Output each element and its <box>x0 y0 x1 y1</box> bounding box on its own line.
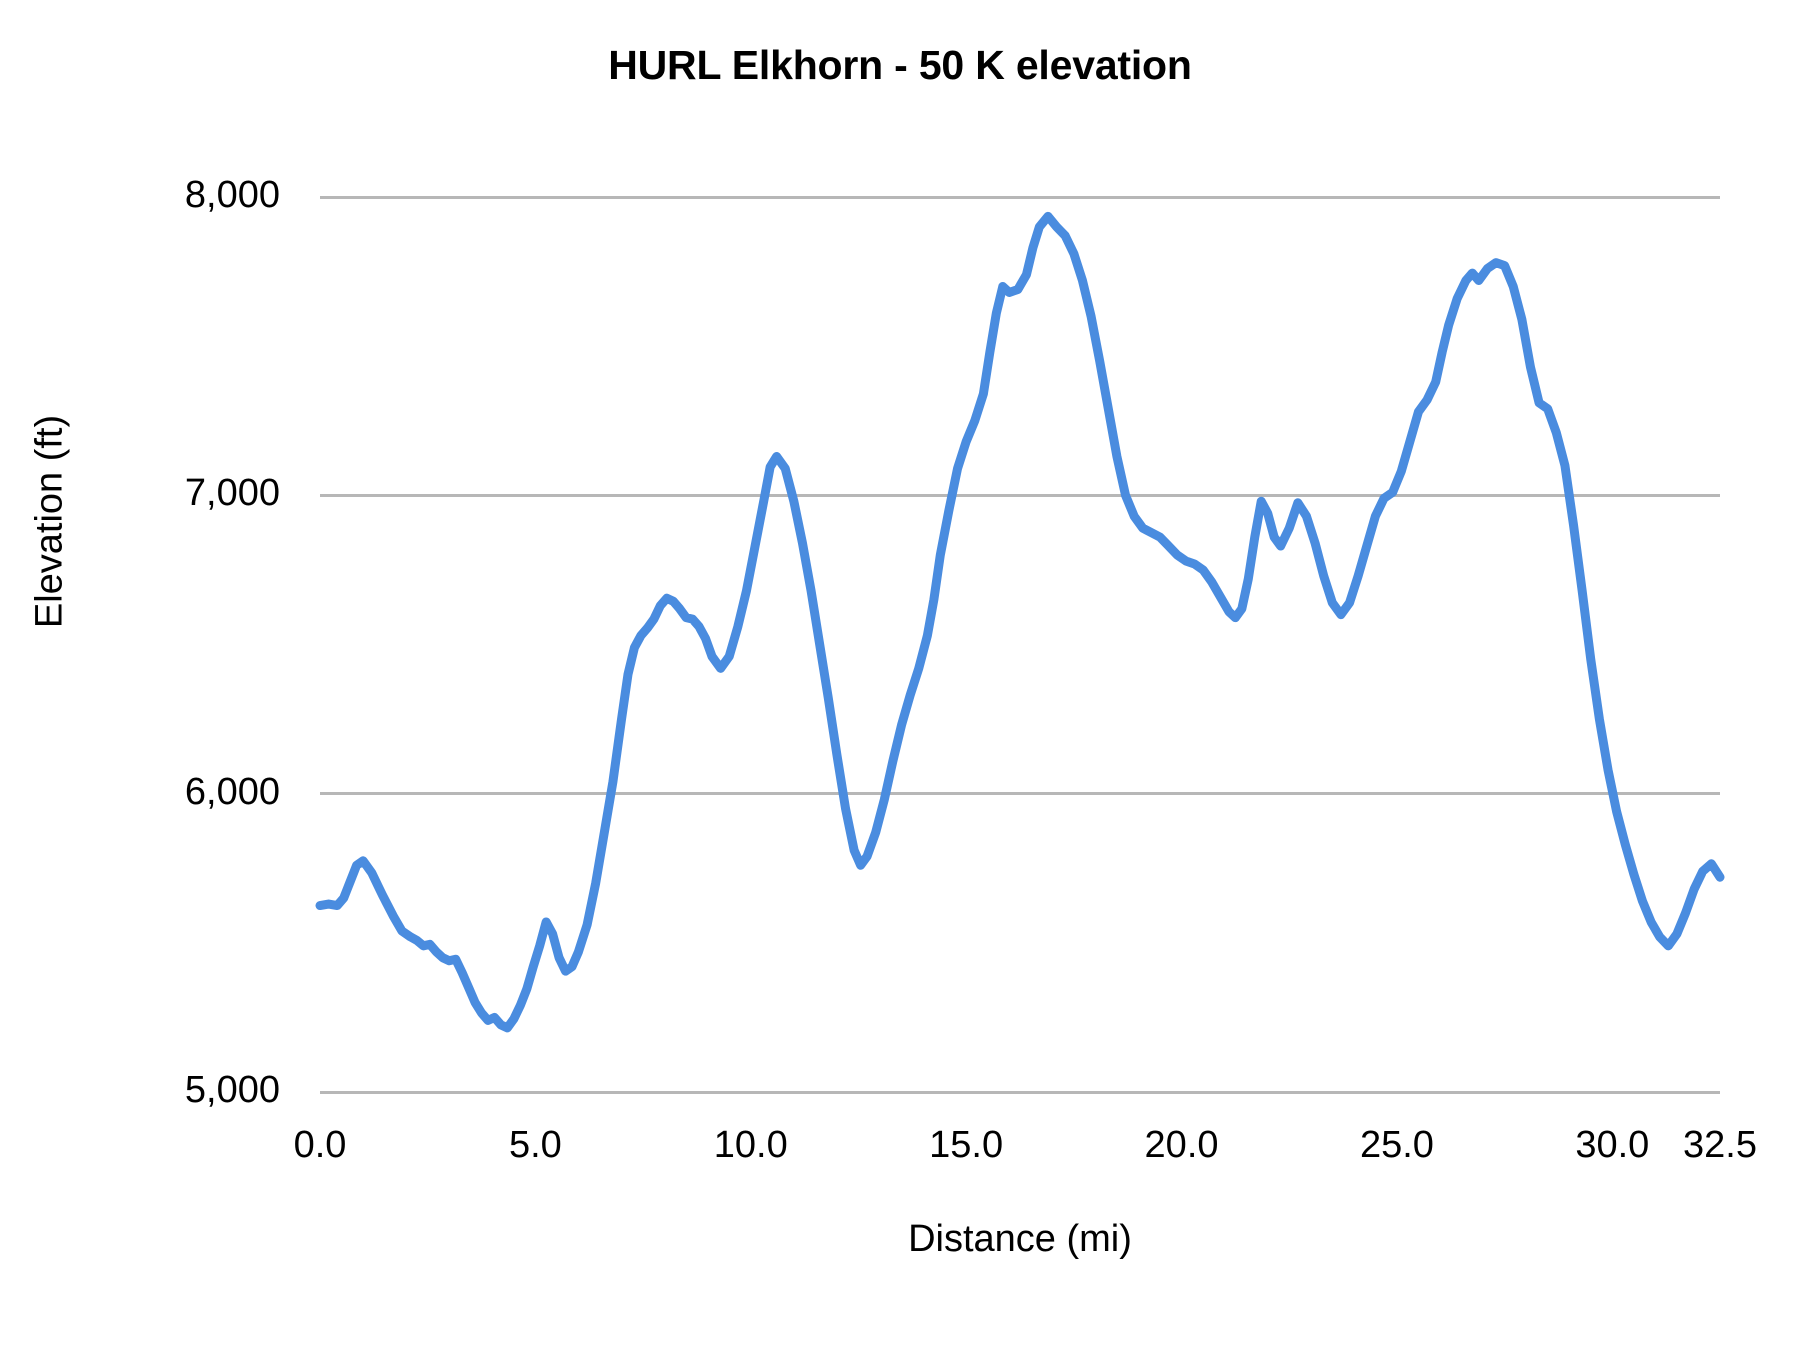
plot-area <box>315 195 1725 1094</box>
x-tick-label: 25.0 <box>1359 1124 1434 1166</box>
gridline <box>320 493 1720 497</box>
x-tick-label: 15.0 <box>929 1124 1004 1166</box>
y-tick-label: 6,000 <box>184 770 280 813</box>
series-svg <box>315 211 1725 1033</box>
chart-title: HURL Elkhorn - 50 K elevation <box>608 42 1192 88</box>
gridline <box>320 195 1720 199</box>
x-axis-title: Distance (mi) <box>908 1218 1132 1260</box>
y-tick-label: 5,000 <box>184 1069 280 1111</box>
x-tick-label: 30.0 <box>1575 1124 1650 1166</box>
x-tick-label: 20.0 <box>1144 1124 1219 1166</box>
x-tick-label: 0.0 <box>293 1124 347 1166</box>
gridline <box>320 1090 1720 1094</box>
x-tick-label: 32.5 <box>1683 1124 1757 1166</box>
y-tick-label: 7,000 <box>184 472 280 515</box>
elevation-line <box>315 211 1725 1033</box>
x-tick-label: 5.0 <box>508 1124 562 1166</box>
y-axis-title: Elevation (ft) <box>28 414 71 629</box>
x-tick-label: 10.0 <box>713 1124 788 1166</box>
gridline <box>320 792 1720 796</box>
y-tick-label: 8,000 <box>184 174 280 216</box>
